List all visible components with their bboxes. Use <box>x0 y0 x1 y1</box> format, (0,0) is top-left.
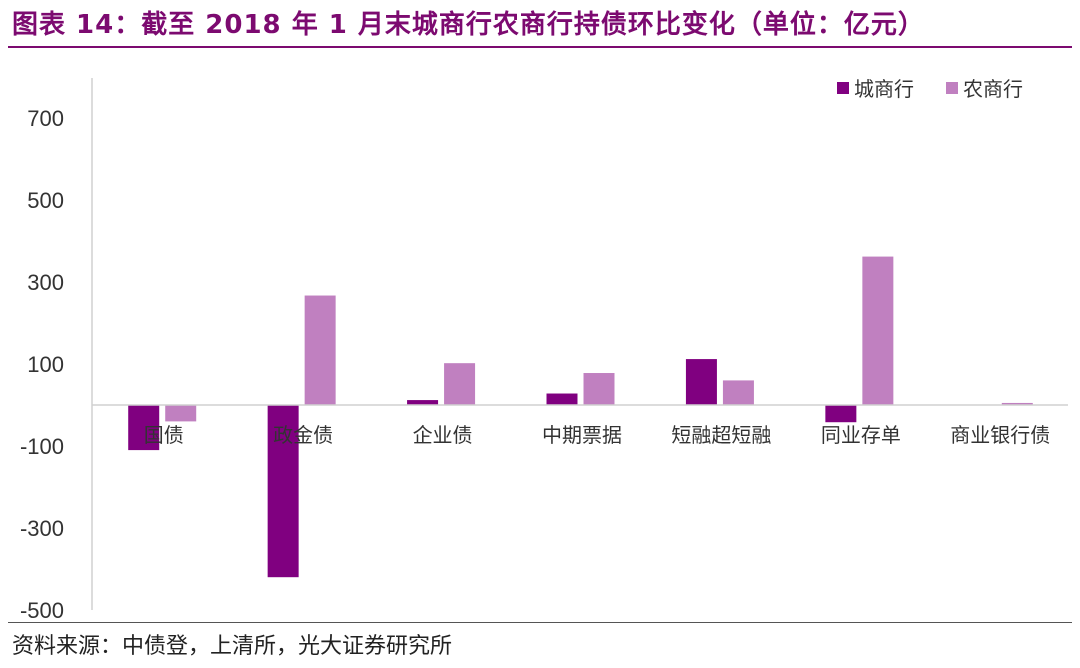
y-tick-label: -100 <box>20 434 64 459</box>
y-tick-label: 500 <box>27 188 64 213</box>
x-category-label: 商业银行债 <box>950 423 1050 447</box>
bar-series2-4 <box>722 380 754 405</box>
source-note: 资料来源：中债登，上清所，光大证券研究所 <box>12 634 453 659</box>
bar-series2-1 <box>304 295 336 405</box>
x-category-label: 政金债 <box>273 423 333 447</box>
legend-swatch-series2 <box>946 82 958 94</box>
bar-chart: 700 500 300 100 -100 -300 -500 国债 政金债 企业债 中期票据 短融超… <box>20 77 1068 620</box>
bar-series1-1 <box>267 405 299 578</box>
bar-series2-2 <box>444 363 476 405</box>
y-tick-label: 300 <box>27 270 64 295</box>
bar-series2-6 <box>1001 402 1033 405</box>
legend: 城商行 农商行 <box>837 77 1023 101</box>
x-category-label: 企业债 <box>413 423 473 447</box>
bar-series2-3 <box>583 373 615 405</box>
bar-series1-2 <box>407 400 439 405</box>
y-tick-label: -300 <box>20 516 64 541</box>
y-tick-label: 700 <box>27 106 64 131</box>
x-category-label: 短融超短融 <box>671 423 771 447</box>
y-axis-ticks: 700 500 300 100 -100 -300 -500 <box>20 106 64 620</box>
bar-series2-0 <box>165 405 197 422</box>
title-divider <box>8 46 1072 48</box>
category-labels: 国债 政金债 企业债 中期票据 短融超短融 同业存单 商业银行债 <box>144 423 1051 447</box>
bar-series2-5 <box>862 256 894 405</box>
x-category-label: 国债 <box>144 423 184 447</box>
footer-divider <box>8 622 1072 623</box>
legend-swatch-series1 <box>837 82 849 94</box>
y-tick-label: -500 <box>20 598 64 620</box>
bars <box>128 256 1033 578</box>
bar-series1-3 <box>546 393 578 405</box>
legend-label-series2: 农商行 <box>963 77 1023 101</box>
bar-series1-0 <box>128 405 160 451</box>
y-tick-label: 100 <box>27 352 64 377</box>
bar-series1-5 <box>825 405 857 423</box>
bar-series1-4 <box>685 359 717 405</box>
legend-label-series1: 城商行 <box>854 77 914 101</box>
chart-title: 图表 14：截至 2018 年 1 月末城商行农商行持债环比变化（单位：亿元） <box>12 10 925 40</box>
x-category-label: 中期票据 <box>542 423 622 447</box>
x-category-label: 同业存单 <box>821 423 901 447</box>
